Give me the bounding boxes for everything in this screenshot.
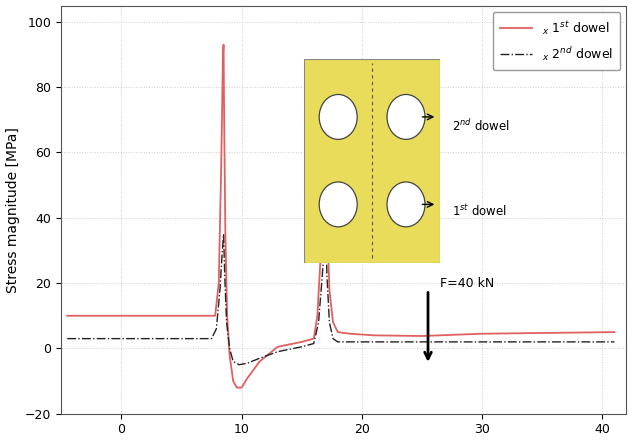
Text: $1^{st}$ dowel: $1^{st}$ dowel xyxy=(452,203,507,219)
Y-axis label: Stress magnitude [MPa]: Stress magnitude [MPa] xyxy=(6,127,20,293)
Text: F=40 kN: F=40 kN xyxy=(440,277,494,290)
Text: $2^{nd}$ dowel: $2^{nd}$ dowel xyxy=(452,118,510,134)
Legend: $_x$ $1^{st}$ dowel, $_x$ $2^{nd}$ dowel: $_x$ $1^{st}$ dowel, $_x$ $2^{nd}$ dowel xyxy=(493,12,620,70)
